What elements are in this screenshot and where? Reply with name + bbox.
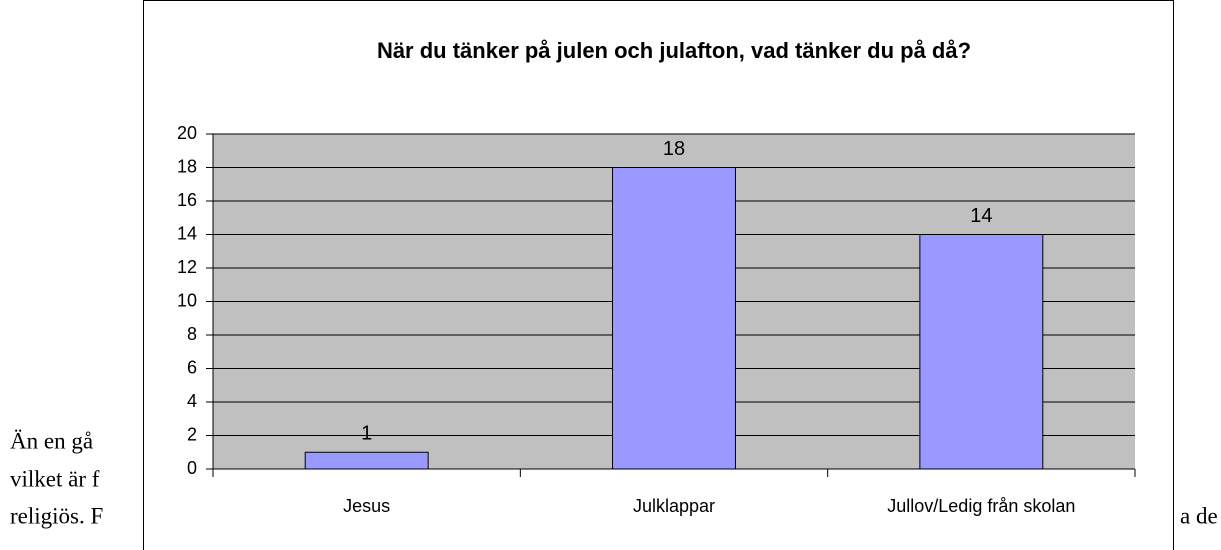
bar (612, 167, 736, 470)
y-tick-label: 16 (177, 190, 197, 210)
document-line: Än en gå (10, 428, 93, 453)
y-tick-label: 12 (177, 257, 197, 277)
document-line: a de (1180, 503, 1218, 528)
y-tick-label: 2 (187, 424, 197, 444)
data-label: 18 (663, 138, 685, 160)
y-tick-label: 20 (177, 123, 197, 143)
x-tick-label: Julklappar (633, 496, 715, 516)
bar (919, 234, 1044, 470)
y-tick-label: 4 (187, 391, 197, 411)
data-label: 1 (361, 423, 372, 445)
y-tick-label: 0 (187, 458, 197, 478)
data-label: 14 (970, 205, 992, 227)
x-tick-label: Jesus (343, 496, 390, 516)
y-tick-label: 18 (177, 156, 197, 176)
chart-title: När du tänker på julen och julafton, vad… (377, 38, 971, 63)
document-line: vilket är f (10, 466, 100, 491)
document-line: religiös. F (10, 503, 103, 528)
bar (304, 451, 429, 470)
x-tick-label: Jullov/Ledig från skolan (887, 496, 1075, 516)
y-tick-label: 6 (187, 357, 197, 377)
y-tick-label: 10 (177, 290, 197, 310)
y-tick-label: 14 (177, 223, 197, 243)
y-tick-label: 8 (187, 324, 197, 344)
